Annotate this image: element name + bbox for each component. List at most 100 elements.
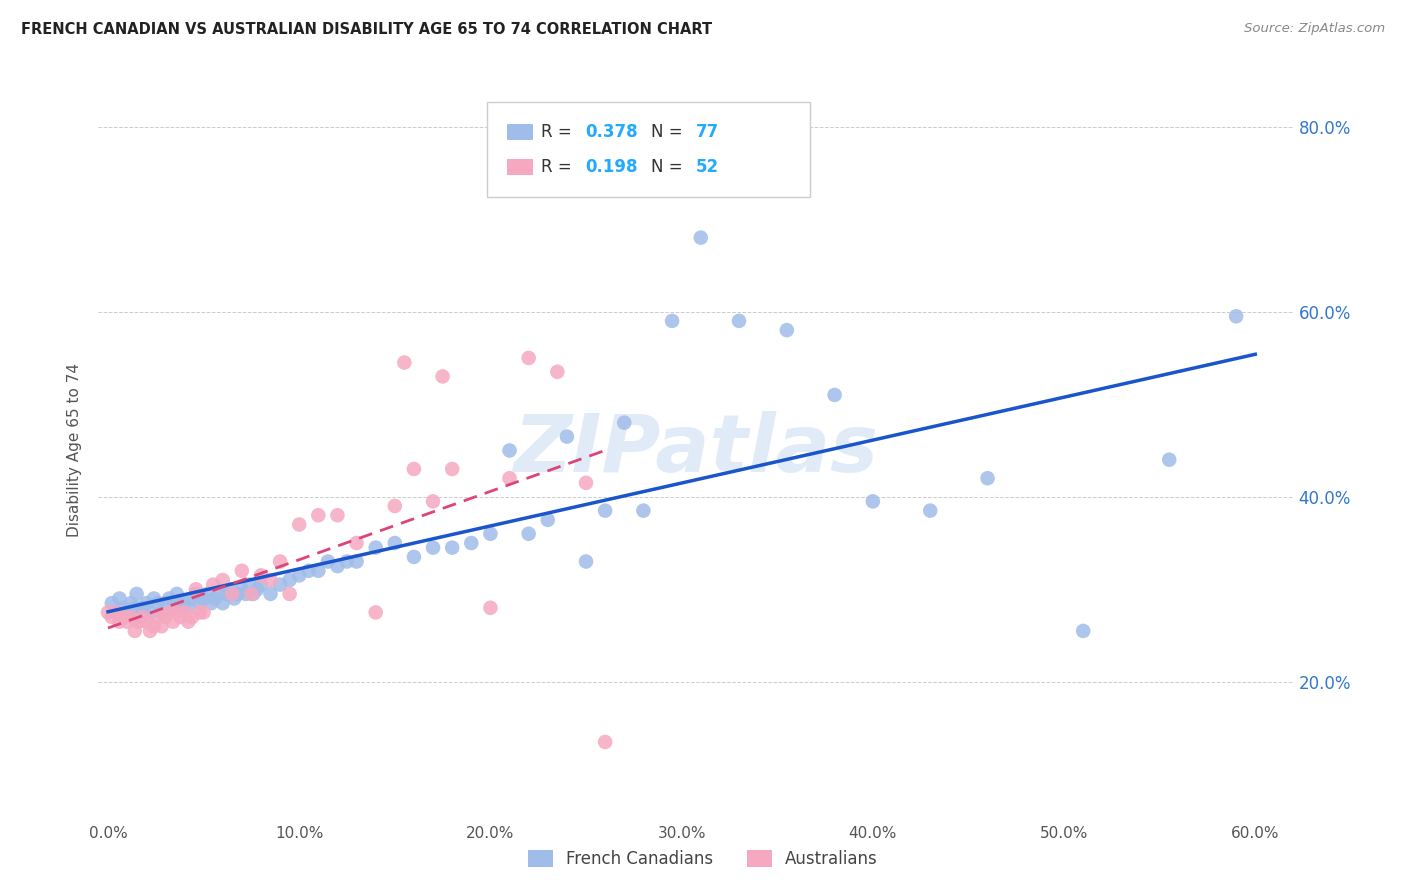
Point	[112, 610, 135, 624]
Point	[142, 619, 165, 633]
Point	[150, 619, 173, 633]
Point	[242, 587, 264, 601]
Point	[326, 508, 349, 523]
Point	[115, 615, 138, 629]
Point	[177, 600, 200, 615]
Point	[498, 443, 520, 458]
Point	[246, 582, 269, 597]
Point	[432, 369, 454, 384]
Point	[173, 596, 195, 610]
FancyBboxPatch shape	[508, 159, 533, 175]
Point	[394, 355, 416, 369]
Point	[402, 462, 425, 476]
Point	[104, 606, 127, 620]
Point	[108, 591, 131, 606]
Point	[633, 503, 655, 517]
Point	[575, 475, 598, 490]
Point	[479, 600, 502, 615]
Point	[422, 541, 444, 555]
Text: N =: N =	[651, 123, 688, 141]
Point	[517, 351, 540, 365]
Point	[131, 600, 153, 615]
Text: FRENCH CANADIAN VS AUSTRALIAN DISABILITY AGE 65 TO 74 CORRELATION CHART: FRENCH CANADIAN VS AUSTRALIAN DISABILITY…	[21, 22, 713, 37]
Point	[146, 610, 169, 624]
Point	[101, 610, 124, 624]
Point	[288, 517, 311, 532]
Point	[124, 600, 146, 615]
Point	[202, 577, 225, 591]
Point	[193, 606, 215, 620]
Point	[298, 564, 321, 578]
Point	[288, 568, 311, 582]
Point	[104, 606, 127, 620]
Point	[441, 541, 464, 555]
Point	[215, 587, 238, 601]
Text: R =: R =	[541, 158, 576, 176]
Text: R =: R =	[541, 123, 576, 141]
Point	[546, 365, 568, 379]
Point	[197, 587, 219, 601]
Point	[920, 503, 942, 517]
Point	[193, 591, 215, 606]
Point	[131, 610, 153, 624]
Point	[728, 314, 751, 328]
Text: 0.198: 0.198	[585, 158, 637, 176]
Point	[326, 559, 349, 574]
Point	[142, 591, 165, 606]
Point	[384, 536, 406, 550]
Point	[125, 587, 148, 601]
Point	[204, 591, 226, 606]
Point	[364, 541, 387, 555]
Text: N =: N =	[651, 158, 688, 176]
Point	[259, 587, 281, 601]
Point	[307, 564, 329, 578]
Point	[278, 587, 301, 601]
Point	[1071, 624, 1094, 638]
Point	[146, 596, 169, 610]
Point	[150, 606, 173, 620]
Point	[479, 526, 502, 541]
Point	[613, 416, 636, 430]
Point	[336, 554, 359, 569]
Point	[862, 494, 884, 508]
Point	[166, 587, 188, 601]
Point	[211, 596, 233, 610]
Point	[177, 615, 200, 629]
Point	[824, 388, 846, 402]
Point	[128, 610, 150, 624]
Point	[128, 615, 150, 629]
Point	[555, 429, 578, 443]
Point	[575, 554, 598, 569]
Point	[250, 568, 273, 582]
Point	[976, 471, 998, 485]
Point	[97, 606, 120, 620]
Point	[346, 536, 368, 550]
Point	[139, 624, 162, 638]
Point	[226, 587, 249, 601]
Point	[661, 314, 683, 328]
Point	[157, 591, 180, 606]
Point	[169, 596, 191, 610]
Point	[689, 230, 711, 244]
Point	[155, 610, 177, 624]
Point	[441, 462, 464, 476]
Point	[384, 499, 406, 513]
Point	[250, 577, 273, 591]
Point	[188, 606, 211, 620]
Point	[498, 471, 520, 485]
Point	[235, 587, 257, 601]
Point	[211, 573, 233, 587]
Point	[776, 323, 799, 337]
Point	[269, 577, 291, 591]
Point	[181, 610, 204, 624]
Point	[162, 615, 184, 629]
Point	[307, 508, 329, 523]
Point	[157, 606, 180, 620]
Point	[200, 596, 222, 610]
Point	[364, 606, 387, 620]
Point	[231, 582, 253, 597]
Point	[221, 587, 243, 601]
Point	[402, 549, 425, 564]
Point	[208, 587, 231, 601]
Point	[278, 573, 301, 587]
